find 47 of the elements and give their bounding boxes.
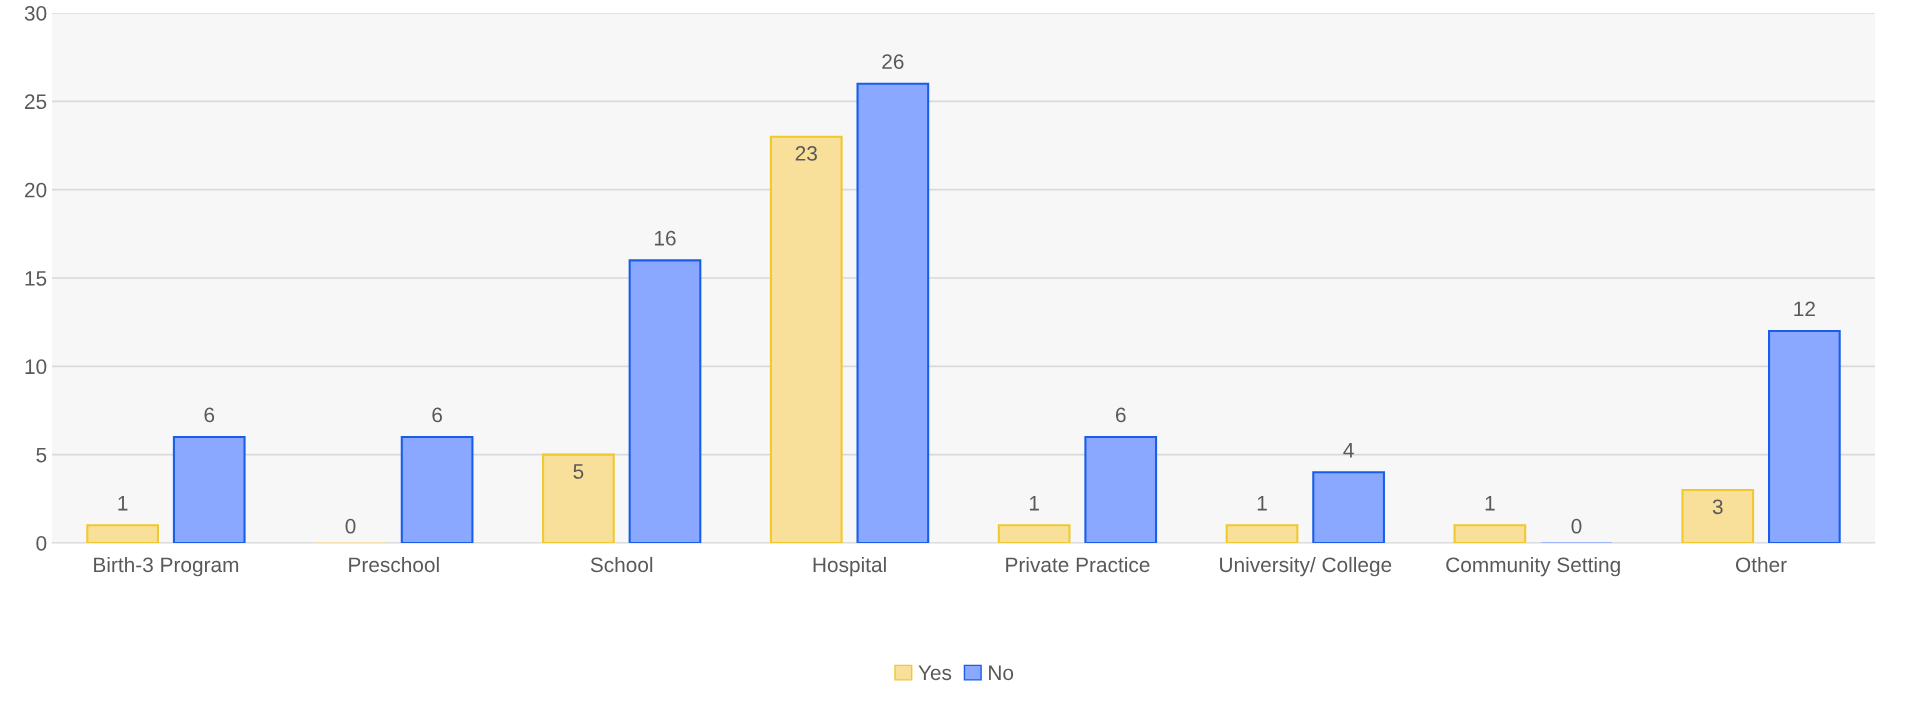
y-tick-label: 20 [25,182,47,198]
data-label: 1 [1029,496,1039,511]
x-tick-label: Hospital [813,556,886,577]
legend-label: Yes [918,665,952,681]
y-tick-label: 25 [25,94,47,110]
bar [1681,488,1755,543]
data-label: 3 [1712,499,1723,515]
data-label: 6 [432,407,442,423]
data-label: 1 [118,496,128,511]
bar [769,135,843,543]
data-label: 12 [1794,301,1815,317]
bar [172,435,246,543]
data-label: 1 [1257,496,1267,511]
data-label: 4 [1343,443,1354,458]
x-tick-label: Birth-3 Program [94,556,239,577]
bar [1312,471,1385,543]
x-tick-label: Other [1736,556,1787,573]
data-label: 6 [1116,407,1126,423]
bar [1225,524,1299,543]
x-tick-label: School [590,556,653,573]
y-tick-label: 5 [36,447,47,463]
data-label: 16 [654,230,676,246]
bar [1084,435,1158,543]
bar [1768,329,1841,543]
data-label: 6 [204,407,215,423]
data-label: 0 [345,518,356,534]
data-label: 0 [1571,518,1582,534]
x-tick-label: Preschool [349,556,439,573]
bar [400,435,474,543]
data-label: 26 [882,54,904,69]
legend-label: No [989,665,1014,681]
bar [542,453,615,543]
data-label: 5 [573,464,584,479]
y-tick-label: 30 [24,6,47,21]
y-tick-label: 0 [36,536,47,551]
bar [1453,524,1527,543]
bar [86,524,159,543]
bar [628,259,702,543]
x-tick-label: University/ College [1220,556,1392,577]
bar [856,82,930,543]
data-label: 1 [1485,496,1495,511]
data-label: 23 [795,146,817,161]
x-tick-label: Private Practice [1006,556,1150,573]
bar [997,524,1071,543]
y-tick-label: 15 [25,271,47,286]
x-tick-label: Community Setting [1446,556,1620,577]
y-tick-label: 10 [25,359,47,375]
